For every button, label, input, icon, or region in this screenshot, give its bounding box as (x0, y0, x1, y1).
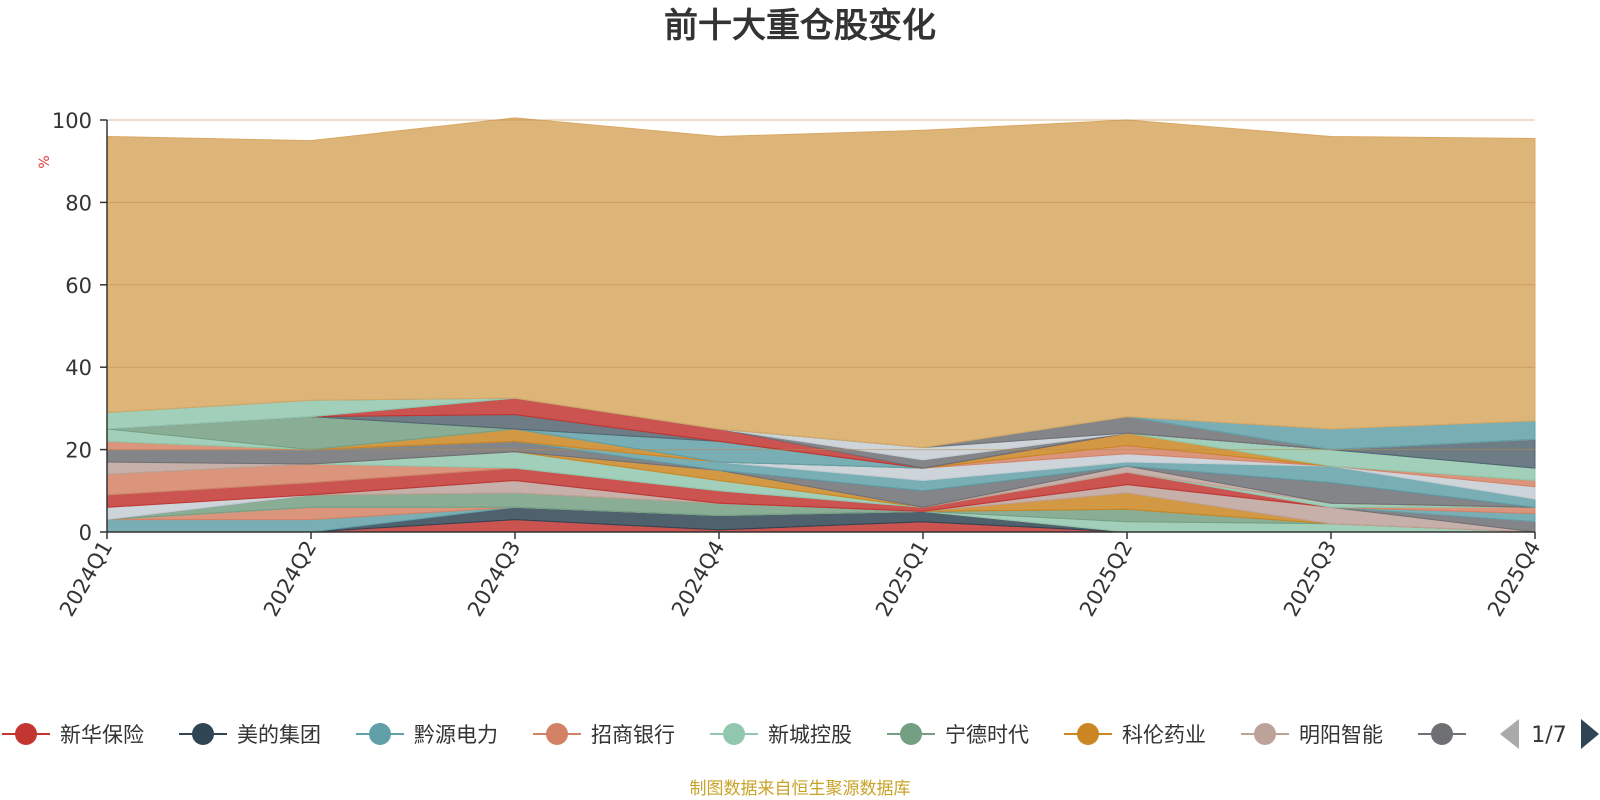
legend-label: 美的集团 (237, 723, 321, 747)
legend-marker (1431, 723, 1453, 745)
legend-marker (1077, 723, 1099, 745)
legend-marker (192, 723, 214, 745)
x-tick-label-2025q3: 2025Q3 (1279, 537, 1341, 621)
legend-item-8[interactable]: 明阳智能 (1241, 723, 1383, 747)
x-tick-label-2025q2: 2025Q2 (1075, 537, 1137, 621)
y-axis-unit: % (37, 155, 53, 168)
y-tick-label-20: 20 (65, 439, 92, 463)
legend-marker (1254, 723, 1276, 745)
legend-item-2[interactable]: 美的集团 (179, 723, 321, 747)
legend-item-4[interactable]: 招商银行 (533, 723, 675, 747)
legend-label: 宁德时代 (945, 723, 1029, 747)
x-tick-label-2024q3: 2024Q3 (463, 537, 525, 621)
chart-title: 前十大重仓股变化 (664, 6, 936, 46)
legend-marker (900, 723, 922, 745)
legend-label: 明阳智能 (1299, 723, 1383, 747)
legend-item-1[interactable]: 新华保险 (2, 723, 144, 747)
gridlines (107, 119, 1535, 451)
legend-label: 招商银行 (591, 723, 675, 747)
legend-label: 新华保险 (60, 723, 144, 747)
legend-marker (15, 723, 37, 745)
legend-label: 新城控股 (768, 723, 852, 747)
x-tick-label-2024q1: 2024Q1 (55, 537, 117, 621)
legend-item-6[interactable]: 宁德时代 (887, 723, 1029, 747)
legend: 新华保险美的集团黔源电力招商银行新城控股宁德时代科伦药业明阳智能氵1/7 (2, 712, 1599, 756)
legend-item-3[interactable]: 黔源电力 (356, 723, 498, 747)
legend-marker (546, 723, 568, 745)
x-tick-label-2024q2: 2024Q2 (259, 537, 321, 621)
y-tick-label-60: 60 (65, 274, 92, 298)
y-tick-label-80: 80 (65, 191, 92, 215)
y-tick-label-40: 40 (65, 356, 92, 380)
legend-clip-mask (1475, 712, 1495, 756)
legend-label: 黔源电力 (414, 723, 498, 747)
y-tick-label-0: 0 (79, 521, 92, 545)
legend-item-7[interactable]: 科伦药业 (1064, 723, 1206, 747)
area-series-34 (106, 117, 1536, 449)
area-series-group (106, 117, 1536, 533)
x-tick-label-2025q1: 2025Q1 (871, 537, 933, 621)
x-tick-label-2025q4: 2025Q4 (1483, 537, 1545, 621)
legend-item-5[interactable]: 新城控股 (710, 723, 852, 747)
legend-next-page-icon[interactable] (1581, 719, 1599, 749)
legend-marker (369, 723, 391, 745)
legend-marker (723, 723, 745, 745)
source-note: 制图数据来自恒生聚源数据库 (690, 779, 911, 799)
legend-page-indicator: 1/7 (1531, 723, 1566, 748)
legend-label: 科伦药业 (1122, 723, 1206, 747)
x-tick-label-2024q4: 2024Q4 (667, 537, 729, 621)
legend-prev-page-icon[interactable] (1500, 719, 1519, 749)
y-tick-label-100: 100 (52, 109, 92, 133)
